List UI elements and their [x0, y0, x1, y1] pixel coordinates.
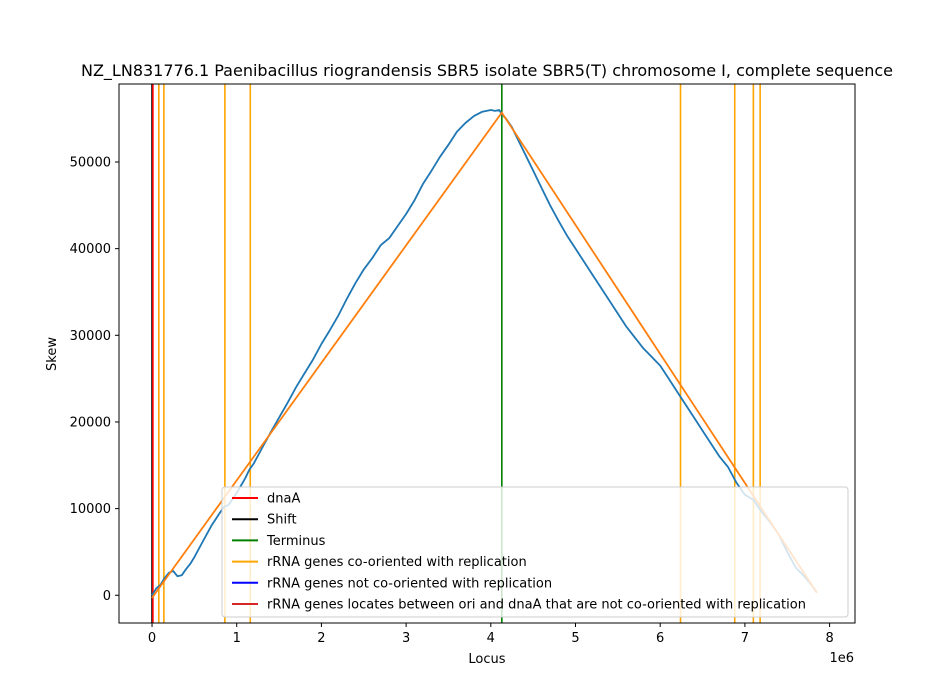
legend-label-shift: Shift — [267, 513, 297, 528]
x-tick-label: 6 — [656, 631, 664, 646]
x-tick-label: 7 — [741, 631, 749, 646]
x-tick-label: 8 — [825, 631, 833, 646]
y-tick-label: 20000 — [70, 415, 111, 430]
y-tick-label: 50000 — [70, 155, 111, 170]
x-tick-label: 5 — [571, 631, 579, 646]
x-tick-label: 3 — [402, 631, 410, 646]
y-tick-label: 10000 — [70, 502, 111, 517]
legend-label-rrna_not_co: rRNA genes not co-oriented with replicat… — [267, 576, 552, 591]
x-tick-label: 2 — [317, 631, 325, 646]
y-axis-ticks: 0 10000 20000 30000 40000 50000 — [70, 155, 119, 604]
chart-title: NZ_LN831776.1 Paenibacillus riograndensi… — [81, 61, 893, 81]
series-fit-line — [151, 111, 818, 599]
x-axis-label: Locus — [468, 652, 505, 667]
y-tick-label: 40000 — [70, 242, 111, 257]
x-tick-label: 4 — [487, 631, 495, 646]
legend: dnaA Shift Terminus rRNA genes co-oriented … — [221, 486, 849, 618]
x-tick-label: 1 — [233, 631, 241, 646]
legend-label-rrna_between: rRNA genes locates between ori and dnaA … — [267, 598, 806, 613]
legend-label-terminus: Terminus — [266, 534, 326, 549]
legend-label-rrna_co: rRNA genes co-oriented with replication — [267, 555, 527, 570]
y-tick-label: 0 — [103, 589, 111, 604]
legend-box — [221, 486, 849, 618]
x-axis-offset-label: 1e6 — [829, 651, 854, 666]
x-axis-ticks: 0 1 2 3 4 5 6 7 8 — [148, 623, 834, 646]
legend-label-dnaA: dnaA — [267, 492, 300, 507]
y-axis-label: Skew — [45, 337, 60, 371]
y-tick-label: 30000 — [70, 329, 111, 344]
x-tick-label: 0 — [148, 631, 156, 646]
axes-frame — [118, 83, 856, 624]
